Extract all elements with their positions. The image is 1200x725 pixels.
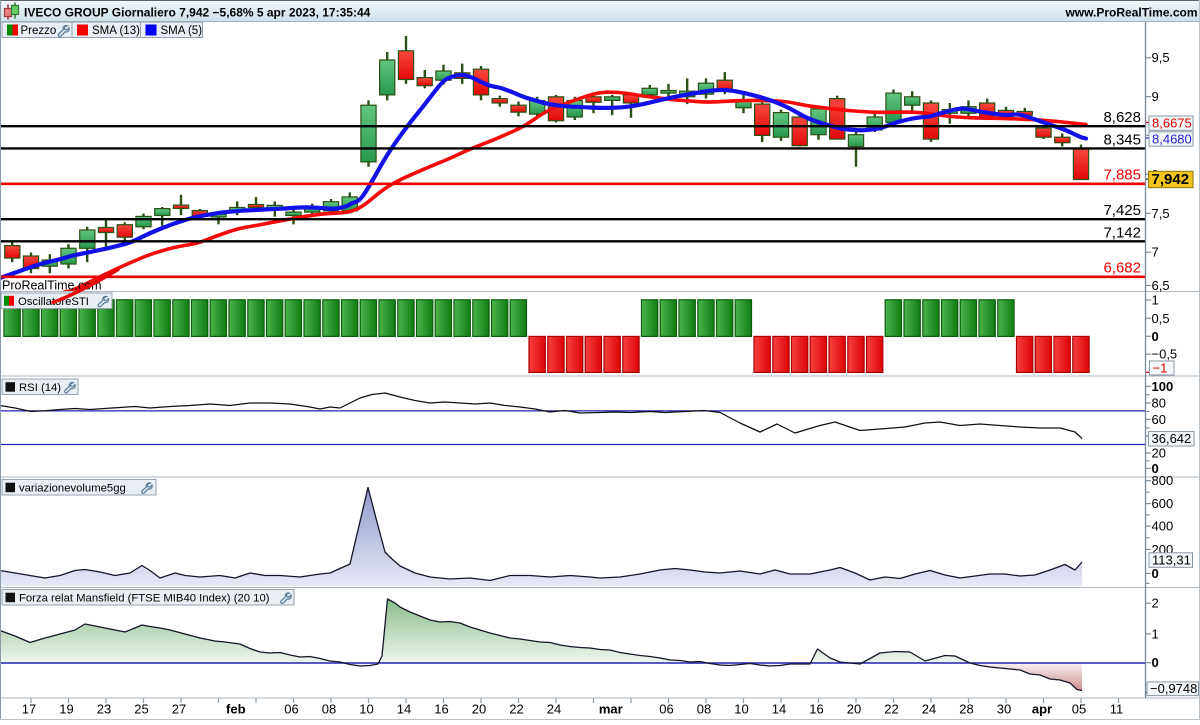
svg-text:mar: mar: [599, 702, 623, 717]
svg-text:8,628: 8,628: [1103, 109, 1141, 126]
svg-text:RSI (14): RSI (14): [19, 382, 61, 394]
svg-text:06: 06: [284, 702, 298, 717]
svg-text:23: 23: [97, 702, 111, 717]
svg-text:8,4680: 8,4680: [1152, 131, 1192, 146]
svg-text:17: 17: [22, 702, 36, 717]
svg-text:113,31: 113,31: [1152, 553, 1191, 568]
svg-text:0: 0: [1152, 566, 1159, 581]
svg-text:8,345: 8,345: [1103, 131, 1141, 148]
svg-text:80: 80: [1152, 396, 1166, 411]
svg-text:16: 16: [809, 702, 823, 717]
svg-text:20: 20: [472, 702, 486, 717]
svg-text:7: 7: [1152, 245, 1159, 260]
svg-text:6,682: 6,682: [1103, 259, 1141, 276]
svg-text:apr: apr: [1032, 702, 1052, 717]
svg-text:28: 28: [959, 702, 973, 717]
svg-text:7,5: 7,5: [1152, 206, 1170, 221]
svg-text:7,142: 7,142: [1103, 224, 1141, 241]
svg-text:20: 20: [1152, 446, 1166, 461]
svg-text:10: 10: [734, 702, 748, 717]
svg-text:19: 19: [59, 702, 73, 717]
svg-text:0: 0: [1152, 329, 1159, 344]
svg-text:14: 14: [397, 702, 411, 717]
svg-text:11: 11: [1110, 702, 1124, 717]
svg-text:Forza relat Mansfield (FTSE MI: Forza relat Mansfield (FTSE MIB40 Index)…: [19, 593, 270, 605]
svg-text:05: 05: [1072, 702, 1086, 717]
svg-text:100: 100: [1152, 379, 1174, 394]
svg-text:10: 10: [359, 702, 373, 717]
svg-text:25: 25: [134, 702, 148, 717]
svg-text:−0,9748: −0,9748: [1150, 681, 1197, 696]
svg-text:7,425: 7,425: [1103, 202, 1141, 219]
svg-text:1: 1: [1152, 293, 1159, 308]
svg-text:20: 20: [847, 702, 861, 717]
svg-text:variazionevolume5gg: variazionevolume5gg: [19, 483, 126, 495]
svg-text:6,5: 6,5: [1152, 278, 1170, 293]
svg-text:7,942: 7,942: [1152, 171, 1190, 188]
svg-text:22: 22: [884, 702, 898, 717]
svg-text:8,6675: 8,6675: [1152, 116, 1192, 131]
svg-text:9,5: 9,5: [1152, 50, 1170, 65]
svg-text:27: 27: [172, 702, 186, 717]
svg-text:1: 1: [1152, 626, 1159, 641]
svg-text:www.ProRealTime.com: www.ProRealTime.com: [1064, 6, 1197, 20]
svg-text:7,885: 7,885: [1103, 166, 1141, 183]
svg-text:36,642: 36,642: [1152, 431, 1192, 446]
svg-text:9: 9: [1152, 89, 1159, 104]
svg-text:14: 14: [772, 702, 786, 717]
svg-text:0: 0: [1152, 655, 1159, 670]
svg-text:SMA (13): SMA (13): [92, 25, 140, 37]
svg-text:−0,5: −0,5: [1152, 347, 1178, 362]
svg-text:ProRealTime.com: ProRealTime.com: [2, 279, 102, 293]
svg-text:SMA (5): SMA (5): [161, 25, 203, 37]
svg-text:−1: −1: [1153, 361, 1168, 376]
svg-text:30: 30: [997, 702, 1011, 717]
svg-text:Prezzo: Prezzo: [21, 25, 57, 37]
svg-text:0: 0: [1152, 461, 1159, 476]
svg-text:400: 400: [1152, 519, 1174, 534]
svg-text:08: 08: [322, 702, 336, 717]
svg-text:feb: feb: [226, 702, 246, 717]
svg-text:24: 24: [922, 702, 936, 717]
svg-text:06: 06: [659, 702, 673, 717]
svg-text:60: 60: [1152, 412, 1166, 427]
svg-text:2: 2: [1152, 596, 1159, 611]
svg-text:IVECO GROUP Giornaliero 7,942: IVECO GROUP Giornaliero 7,942 −5,68% 5 a…: [24, 6, 371, 20]
svg-text:22: 22: [509, 702, 523, 717]
svg-text:600: 600: [1152, 496, 1174, 511]
svg-text:24: 24: [547, 702, 561, 717]
svg-text:16: 16: [434, 702, 448, 717]
svg-text:0,5: 0,5: [1152, 311, 1170, 326]
svg-text:800: 800: [1152, 473, 1174, 488]
svg-text:08: 08: [697, 702, 711, 717]
